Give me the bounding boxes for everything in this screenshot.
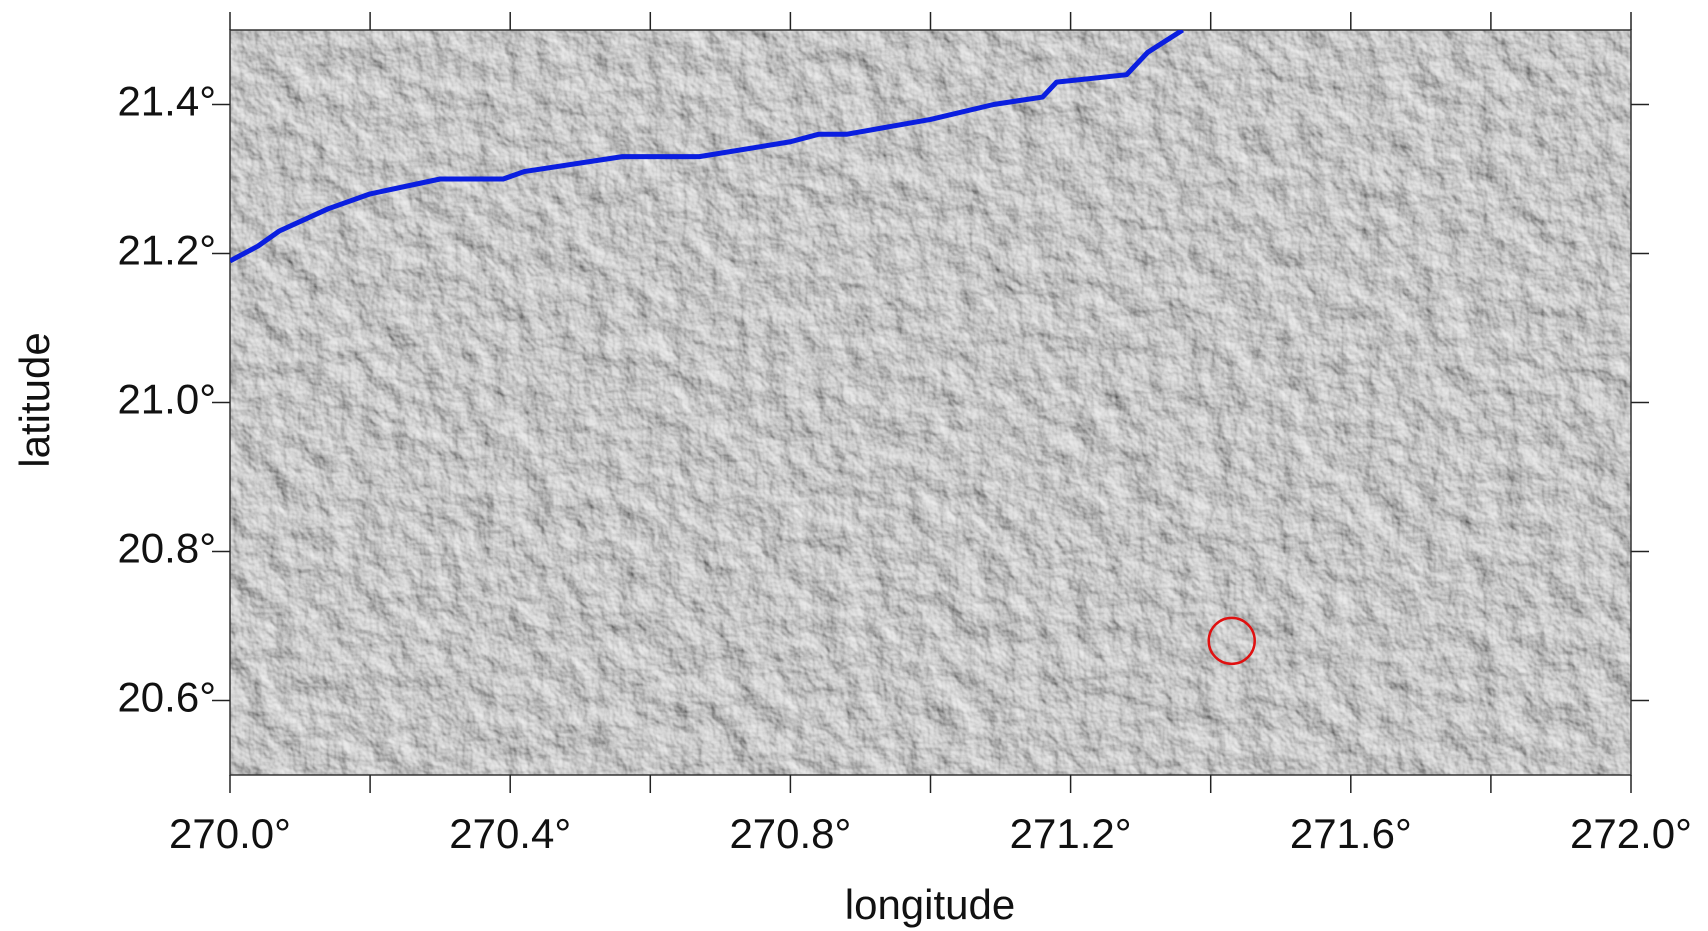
y-tick-label: 21.2° xyxy=(117,227,216,274)
x-tick-label: 272.0° xyxy=(1570,810,1692,857)
x-tick-label: 271.6° xyxy=(1290,810,1412,857)
site-marker xyxy=(1207,616,1256,666)
y-tick-label: 20.8° xyxy=(117,525,216,572)
y-tick-label: 20.6° xyxy=(117,674,216,721)
x-tick-label: 271.2° xyxy=(1010,810,1132,857)
relief-background xyxy=(230,30,1631,775)
x-axis-label: longitude xyxy=(845,881,1015,928)
y-tick-label: 21.0° xyxy=(117,376,216,423)
y-tick-label: 21.4° xyxy=(117,78,216,125)
plot-area xyxy=(230,30,1256,666)
coastline xyxy=(230,30,1185,264)
y-axis-label: latitude xyxy=(11,332,58,467)
x-tick-label: 270.0° xyxy=(169,810,291,857)
x-tick-label: 270.4° xyxy=(449,810,571,857)
x-tick-label: 270.8° xyxy=(729,810,851,857)
